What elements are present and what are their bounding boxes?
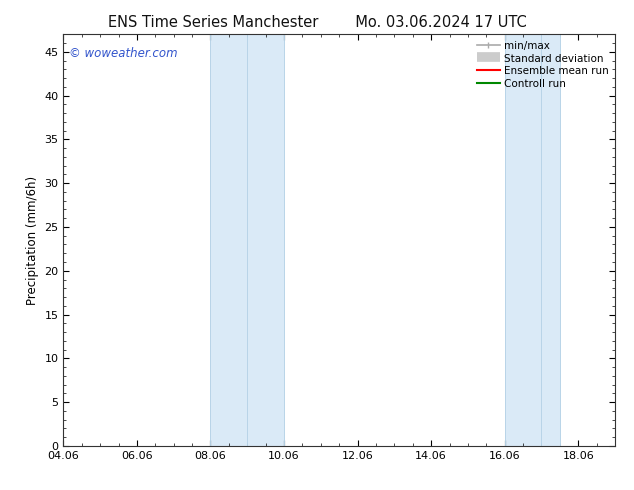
Bar (210, 34, 284, 446)
Bar (505, 34, 560, 446)
Text: © woweather.com: © woweather.com (69, 47, 178, 60)
Y-axis label: Precipitation (mm/6h): Precipitation (mm/6h) (26, 175, 39, 305)
Text: ENS Time Series Manchester        Mo. 03.06.2024 17 UTC: ENS Time Series Manchester Mo. 03.06.202… (108, 15, 526, 30)
Legend: min/max, Standard deviation, Ensemble mean run, Controll run: min/max, Standard deviation, Ensemble me… (473, 36, 613, 94)
